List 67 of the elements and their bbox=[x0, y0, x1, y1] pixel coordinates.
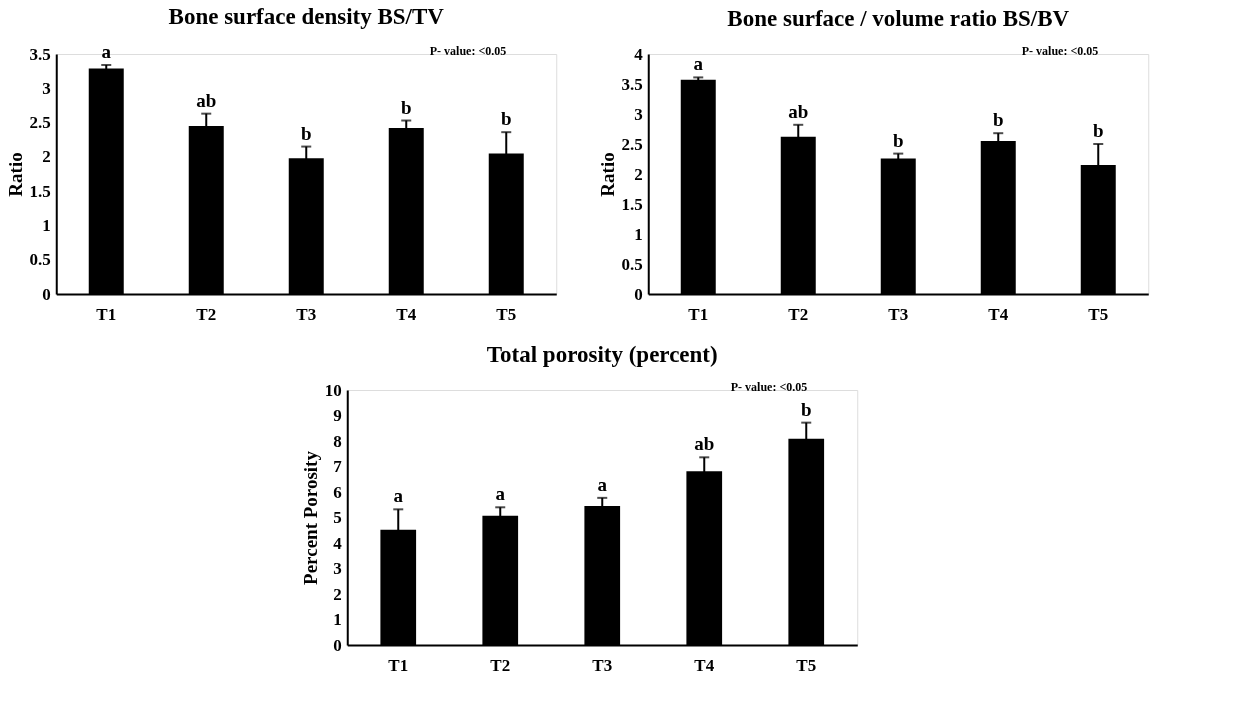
y-tick-label: 0 bbox=[42, 284, 51, 304]
annotation: b bbox=[300, 122, 312, 144]
y-tick-label: 4 bbox=[333, 533, 343, 553]
y-tick-label: 3 bbox=[42, 78, 51, 98]
y-tick-label: 1 bbox=[634, 224, 643, 244]
annotation: P- value: <0.05 bbox=[730, 380, 808, 394]
y-axis-title: Ratio bbox=[4, 152, 26, 197]
annotation: b bbox=[992, 109, 1004, 131]
y-axis-title: Percent Porosity bbox=[299, 450, 321, 585]
annotation: b bbox=[1092, 120, 1104, 141]
y-tick-label: 1 bbox=[42, 215, 51, 235]
x-tick-label: T5 bbox=[496, 304, 517, 324]
y-tick-label: 8 bbox=[333, 431, 342, 451]
annotation: ab bbox=[196, 89, 217, 111]
x-tick-label: T2 bbox=[196, 304, 217, 324]
y-tick-label: 3 bbox=[333, 559, 342, 578]
annotation: b bbox=[800, 398, 812, 420]
annotation: ab bbox=[694, 433, 715, 455]
x-tick-label: T5 bbox=[1088, 304, 1109, 324]
annotation: ab bbox=[788, 100, 809, 122]
y-tick-label: 0.5 bbox=[621, 254, 643, 274]
y-tick-label: 4 bbox=[634, 44, 644, 64]
annotation: b bbox=[500, 108, 512, 130]
chart-title: Bone surface / volume ratio BS/BV bbox=[727, 6, 1070, 31]
y-tick-label: 1 bbox=[333, 610, 342, 629]
y-tick-label: 2.5 bbox=[621, 134, 643, 154]
chart-title: Bone surface density BS/TV bbox=[168, 3, 445, 29]
y-axis-title: Ratio bbox=[596, 152, 618, 197]
annotation: a bbox=[597, 473, 608, 495]
x-tick-label: T4 bbox=[396, 304, 417, 324]
y-tick-label: 1.5 bbox=[29, 181, 51, 201]
y-tick-label: 9 bbox=[333, 406, 342, 425]
x-tick-label: T1 bbox=[388, 655, 409, 675]
annotation: P- value: <0.05 bbox=[429, 44, 507, 58]
y-tick-label: 3.5 bbox=[621, 74, 643, 94]
y-tick-label: 2.5 bbox=[29, 113, 51, 133]
x-tick-label: T2 bbox=[490, 655, 511, 675]
x-tick-label: T3 bbox=[888, 304, 909, 324]
y-tick-label: 2 bbox=[42, 147, 51, 167]
y-tick-label: 2 bbox=[634, 164, 643, 184]
x-tick-label: T2 bbox=[788, 304, 809, 324]
x-tick-label: T3 bbox=[296, 304, 317, 324]
annotation: a bbox=[693, 53, 704, 75]
y-tick-label: 2 bbox=[333, 584, 342, 604]
y-tick-label: 1.5 bbox=[621, 194, 643, 214]
y-tick-label: 0.5 bbox=[29, 250, 51, 270]
x-tick-label: T1 bbox=[688, 304, 709, 324]
x-tick-label: T3 bbox=[592, 655, 613, 675]
annotation: a bbox=[495, 483, 506, 505]
x-tick-label: T4 bbox=[988, 304, 1009, 324]
x-tick-label: T1 bbox=[96, 304, 117, 324]
y-tick-label: 0 bbox=[634, 284, 643, 304]
y-tick-label: 6 bbox=[333, 482, 342, 502]
y-tick-label: 10 bbox=[324, 380, 342, 400]
y-tick-label: 3 bbox=[634, 104, 643, 124]
annotation: b bbox=[892, 129, 904, 151]
x-tick-label: T4 bbox=[694, 655, 715, 675]
y-tick-label: 0 bbox=[333, 635, 342, 655]
y-tick-label: 5 bbox=[333, 508, 342, 527]
y-tick-label: 3.5 bbox=[29, 44, 51, 64]
chart-title: Total porosity (percent) bbox=[486, 342, 718, 367]
y-tick-label: 7 bbox=[333, 457, 343, 476]
annotation: P- value: <0.05 bbox=[1021, 44, 1099, 58]
x-tick-label: T5 bbox=[796, 655, 817, 675]
annotation: a bbox=[393, 485, 404, 507]
annotation: b bbox=[400, 96, 412, 118]
annotation: a bbox=[101, 40, 112, 62]
